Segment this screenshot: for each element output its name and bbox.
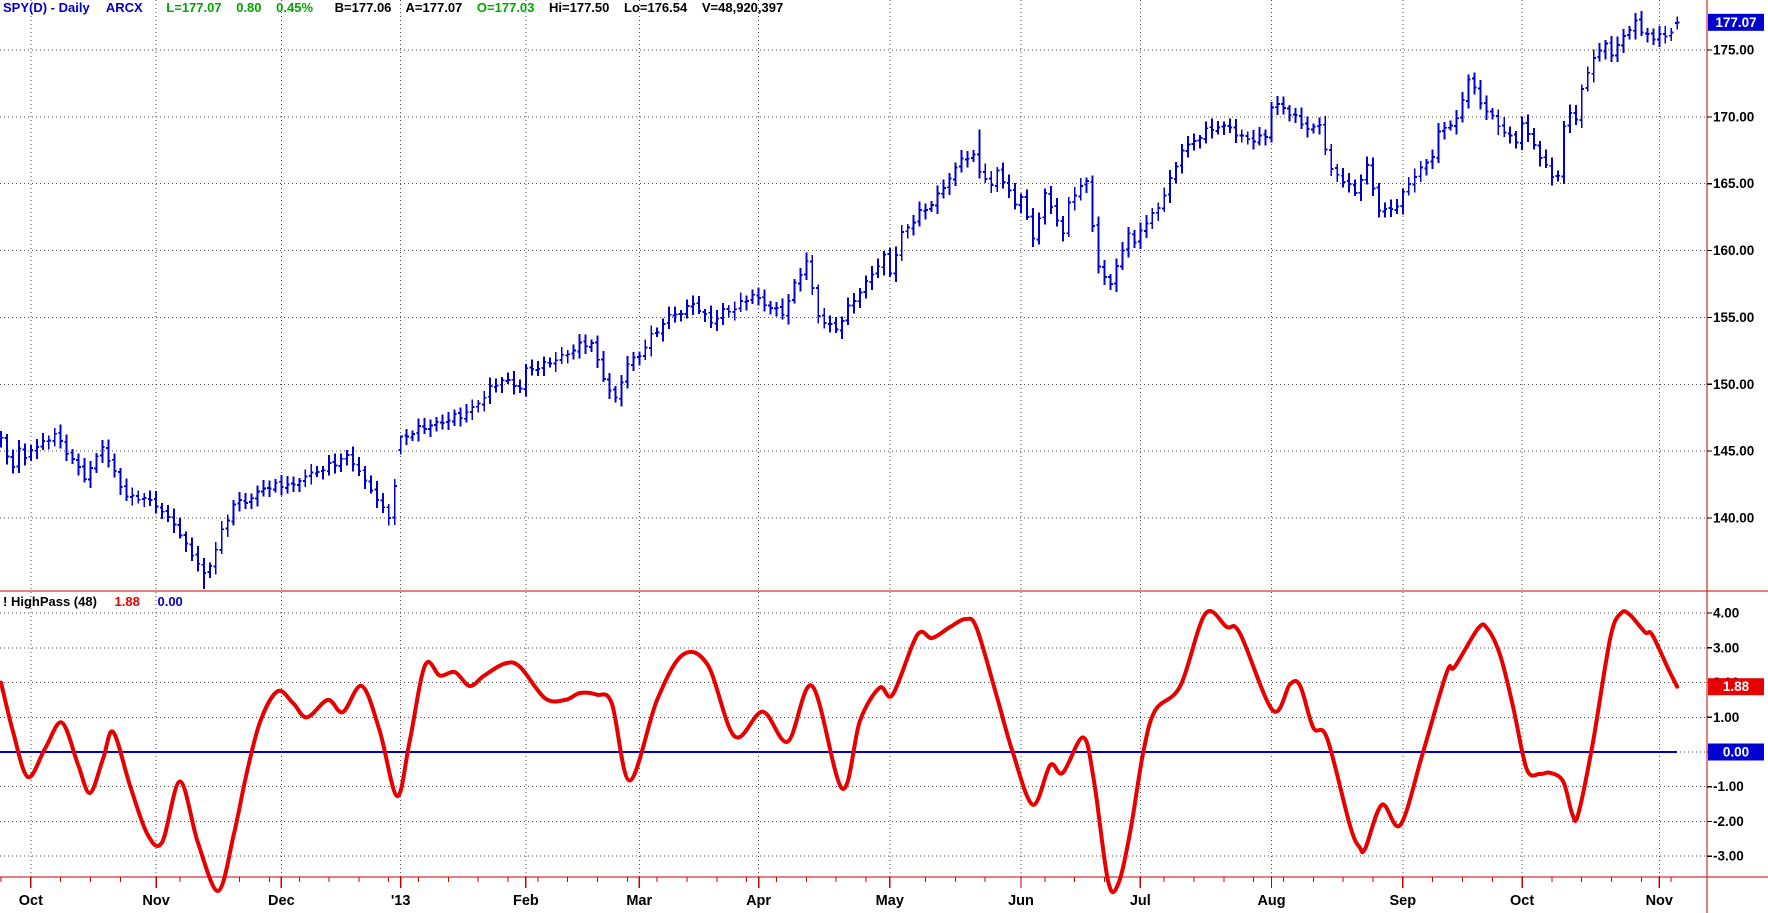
- open-value: O=177.03: [476, 0, 535, 15]
- pct-change: 0.45%: [276, 0, 314, 15]
- month-label: Apr: [746, 893, 771, 909]
- month-label: Nov: [142, 893, 169, 909]
- indicator-tick-label: -2.00: [1713, 814, 1744, 829]
- net-change: 0.80: [236, 0, 262, 15]
- quote-bar: SPY(D) - Daily ARCX L=177.07 0.80 0.45% …: [3, 1, 794, 15]
- month-label: Aug: [1257, 893, 1285, 909]
- last-price-badge-text: 177.07: [1715, 15, 1756, 30]
- indicator-value-badge-text: 1.88: [1723, 679, 1750, 694]
- month-label: Dec: [268, 893, 295, 909]
- indicator-name: ! HighPass (48): [3, 594, 97, 609]
- low-value: Lo=176.54: [624, 0, 688, 15]
- indicator-pane[interactable]: [0, 591, 1707, 877]
- indicator-value: 1.88: [114, 594, 140, 609]
- month-label: Nov: [1646, 893, 1673, 909]
- month-label: Jul: [1130, 893, 1151, 909]
- price-axis-labels: 175.00 170.00 165.00 160.00 155.00 150.00 145.…: [1707, 43, 1754, 525]
- indicator-value-badge: 1.88: [1708, 678, 1764, 696]
- indicator-label: ! HighPass (48) 1.88 0.00: [3, 595, 197, 609]
- price-ohlc-bars: [0, 11, 1680, 589]
- indicator-zero-value: 0.00: [157, 594, 183, 609]
- month-label: '13: [391, 893, 411, 909]
- indicator-zero-badge-text: 0.00: [1723, 745, 1749, 760]
- highpass-line: [0, 609, 1680, 895]
- time-axis: Oct Nov Dec '13 Feb Mar Apr May Jun Jul Aug Sep Oct N…: [0, 877, 1673, 909]
- month-label: Sep: [1389, 893, 1416, 909]
- month-label: Jun: [1008, 893, 1034, 909]
- indicator-tick-label: 3.00: [1713, 640, 1739, 655]
- indicator-zero-badge: 0.00: [1708, 743, 1764, 761]
- time-axis-scrollbar[interactable]: [0, 877, 1768, 913]
- price-pane[interactable]: [0, 0, 1707, 591]
- price-tick-label: 155.00: [1713, 310, 1754, 325]
- price-tick-label: 140.00: [1713, 510, 1754, 525]
- indicator-tick-label: -1.00: [1713, 779, 1744, 794]
- last-price: L=177.07: [166, 0, 222, 15]
- ask-value: A=177.07: [405, 0, 463, 15]
- value-axis-scrollbar[interactable]: [1707, 0, 1768, 877]
- indicator-tick-label: 1.00: [1713, 710, 1739, 725]
- high-value: Hi=177.50: [549, 0, 610, 15]
- symbol-title: SPY(D) - Daily: [3, 0, 90, 15]
- price-tick-label: 175.00: [1713, 43, 1754, 58]
- month-label: Oct: [19, 893, 43, 909]
- price-tick-label: 150.00: [1713, 377, 1754, 392]
- last-price-badge: 177.07: [1708, 13, 1764, 31]
- month-label: Feb: [513, 893, 539, 909]
- price-tick-label: 145.00: [1713, 444, 1754, 459]
- bid-value: B=177.06: [334, 0, 392, 15]
- volume-value: V=48,920,397: [701, 0, 784, 15]
- price-tick-label: 170.00: [1713, 109, 1754, 124]
- exchange-label: ARCX: [105, 0, 143, 15]
- month-label: Oct: [1510, 893, 1534, 909]
- price-tick-label: 160.00: [1713, 243, 1754, 258]
- indicator-tick-label: 4.00: [1713, 606, 1739, 621]
- price-tick-label: 165.00: [1713, 176, 1754, 191]
- month-label: May: [876, 893, 904, 909]
- indicator-tick-label: -3.00: [1713, 849, 1744, 864]
- month-label: Mar: [626, 893, 652, 909]
